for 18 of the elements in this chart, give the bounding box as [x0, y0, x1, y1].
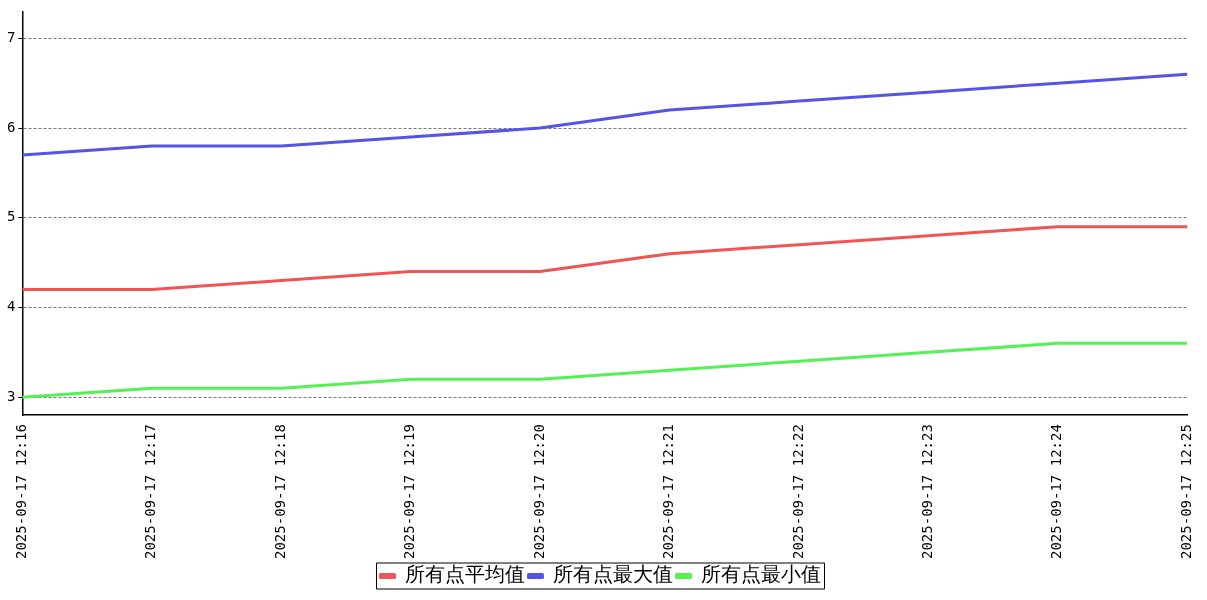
y-tick-label: 4	[6, 298, 16, 315]
y-tick-label: 5	[6, 208, 16, 225]
legend-label: 所有点最小值	[700, 562, 821, 587]
y-tick-label: 6	[6, 118, 16, 135]
x-tick-label: 2025-09-17 12:23	[919, 424, 935, 559]
x-tick-label: 2025-09-17 12:21	[660, 424, 677, 559]
legend-label: 所有点平均值	[404, 562, 525, 587]
x-tick-label: 2025-09-17 12:22	[789, 424, 806, 559]
x-tick-label: 2025-09-17 12:16	[13, 424, 30, 559]
x-tick-label: 2025-09-17 12:25	[1177, 424, 1194, 559]
x-tick-label: 2025-09-17 12:17	[142, 424, 159, 559]
y-tick-label: 3	[6, 387, 16, 404]
x-tick-label: 2025-09-17 12:19	[401, 424, 418, 559]
y-tick-label: 7	[6, 28, 16, 45]
x-tick-label: 2025-09-17 12:20	[530, 424, 547, 559]
x-tick-label: 2025-09-17 12:24	[1048, 424, 1065, 559]
x-tick-label: 2025-09-17 12:18	[271, 424, 288, 559]
legend-label: 所有点最大值	[552, 562, 673, 587]
